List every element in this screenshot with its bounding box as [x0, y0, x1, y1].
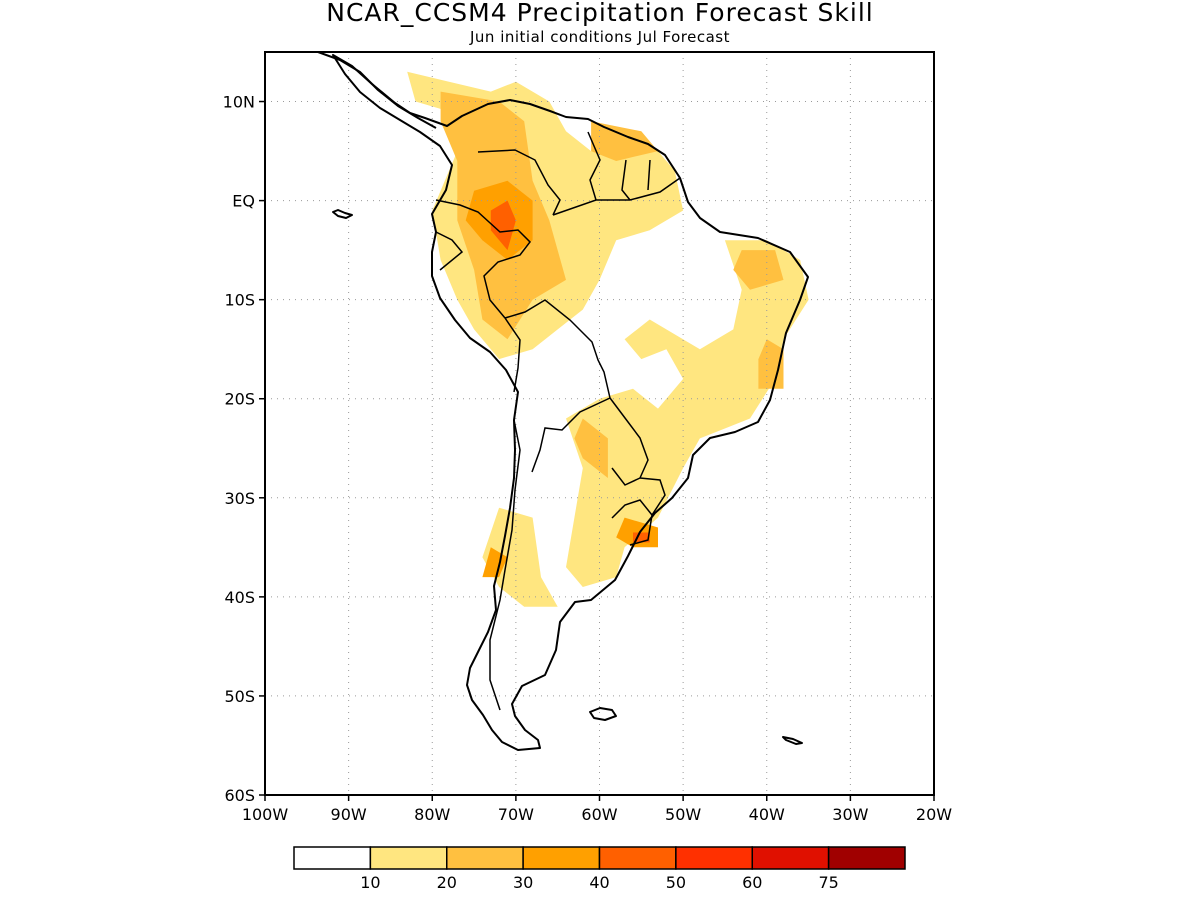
colorbar-label: 75 — [818, 873, 838, 892]
lat-tick-label: 30S — [224, 489, 255, 508]
colorbar-swatch — [446, 846, 524, 870]
colorbar: 10 20 30 40 50 60 75 — [293, 846, 906, 892]
lon-tick-label: 70W — [498, 805, 534, 824]
border-peru-bolivia-chile — [504, 317, 521, 393]
lon-tick-label: 60W — [581, 805, 617, 824]
border-venezuela-guyana — [587, 131, 601, 201]
lon-tick-label: 50W — [665, 805, 701, 824]
falkland-islands — [589, 707, 617, 721]
border-bolivia-paraguay — [531, 397, 611, 473]
border-paraguay-brazil — [609, 397, 649, 486]
colorbar-label: 60 — [742, 873, 762, 892]
colorbar-swatch — [293, 846, 372, 870]
border-uruguay — [611, 499, 653, 546]
border-argentina-chile — [489, 419, 521, 711]
chart-subtitle: Jun initial conditions Jul Forecast — [470, 28, 730, 46]
lon-tick-label: 40W — [749, 805, 785, 824]
border-brazil-north — [552, 177, 681, 216]
border-ecuador-peru — [435, 231, 464, 271]
colorbar-swatch — [369, 846, 448, 870]
skill-area-3 — [482, 507, 558, 607]
lat-tick-label: 10N — [223, 93, 255, 112]
skill-area-8 — [574, 418, 608, 478]
border-suriname-frguiana — [647, 159, 651, 191]
lat-tick-label: 20S — [224, 390, 255, 409]
lon-tick-label: 80W — [414, 805, 450, 824]
colorbar-swatch — [522, 846, 601, 870]
colorbar-label: 40 — [589, 873, 609, 892]
lat-tick-label: 40S — [224, 588, 255, 607]
country-borders — [435, 131, 681, 711]
colorbar-label: 50 — [666, 873, 686, 892]
skill-area-2 — [566, 240, 809, 587]
chart-title: NCAR_CCSM4 Precipitation Forecast Skill — [326, 0, 874, 27]
border-peru-brazil-bolivia — [504, 299, 611, 399]
colorbar-label: 20 — [437, 873, 457, 892]
central-america-coastline — [317, 52, 437, 129]
south-georgia-island — [782, 736, 803, 745]
lon-tick-label: 20W — [916, 805, 952, 824]
lat-tick-label: EQ — [232, 192, 255, 211]
lon-tick-label: 90W — [331, 805, 367, 824]
colorbar-swatch — [598, 846, 677, 870]
lat-tick-label: 10S — [224, 291, 255, 310]
lon-tick-label: 30W — [832, 805, 868, 824]
colorbar-label: 30 — [513, 873, 533, 892]
border-guyana-suriname — [621, 159, 631, 201]
lat-tick-label: 50S — [224, 687, 255, 706]
colorbar-swatch — [827, 846, 906, 870]
border-argentina-brazil — [639, 477, 666, 516]
colorbar-swatch — [675, 846, 753, 870]
colorbar-swatch — [751, 846, 830, 870]
lon-tick-label: 100W — [242, 805, 289, 824]
skill-area-12 — [490, 200, 516, 251]
lat-tick-label: 60S — [224, 786, 255, 805]
border-colombia-venezuela — [477, 149, 561, 216]
colorbar-label: 10 — [360, 873, 380, 892]
coastline-layer — [317, 52, 809, 751]
galapagos-islands — [332, 209, 353, 219]
skill-area-5 — [733, 250, 784, 290]
skill-shading-layer — [407, 71, 809, 607]
south-america-coastline — [332, 54, 809, 751]
border-colombia-ecuador-peru — [435, 199, 531, 319]
skill-area-7 — [591, 121, 658, 161]
